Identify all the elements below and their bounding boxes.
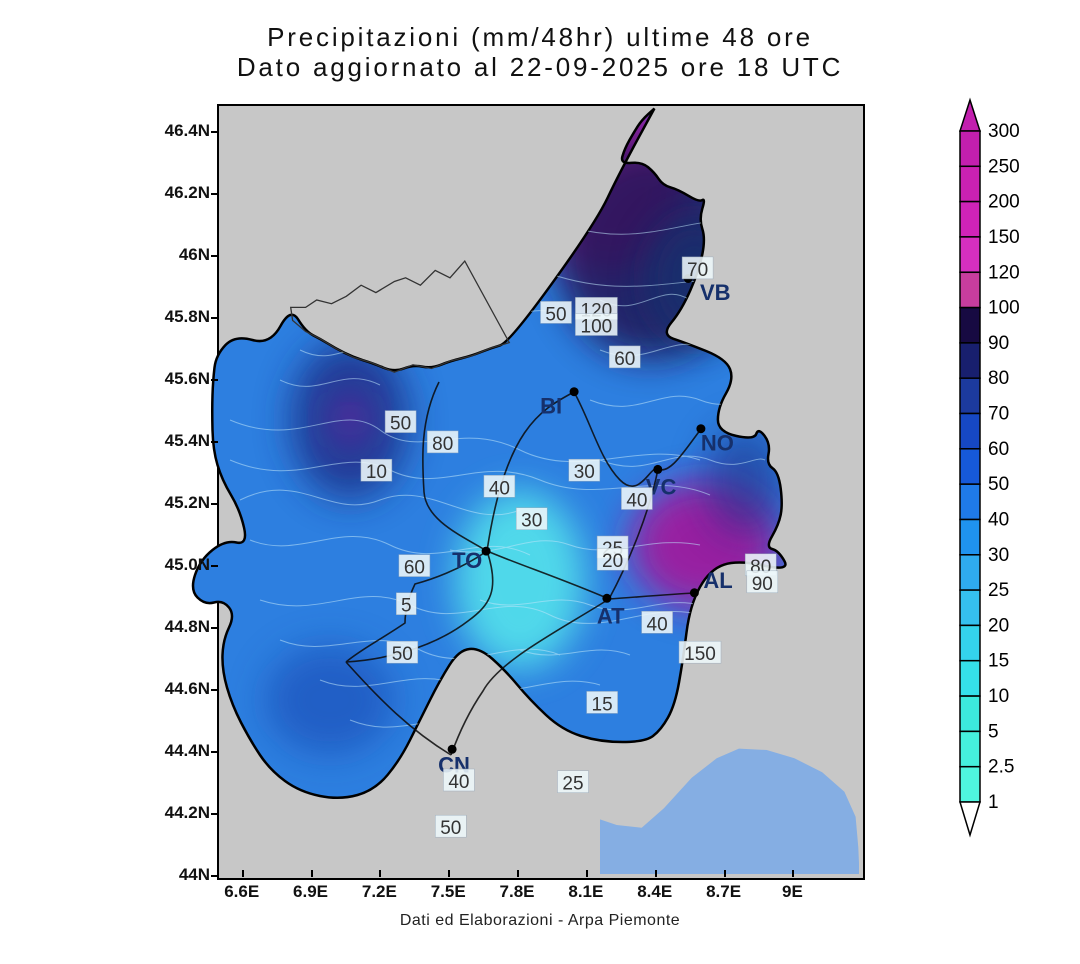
svg-text:BI: BI: [540, 394, 562, 419]
svg-text:AL: AL: [703, 568, 732, 593]
svg-text:TO: TO: [452, 548, 482, 573]
svg-text:VB: VB: [700, 280, 731, 305]
svg-text:CN: CN: [438, 752, 470, 777]
svg-text:VC: VC: [646, 474, 677, 499]
svg-text:AT: AT: [597, 603, 625, 628]
svg-text:NO: NO: [701, 431, 734, 456]
